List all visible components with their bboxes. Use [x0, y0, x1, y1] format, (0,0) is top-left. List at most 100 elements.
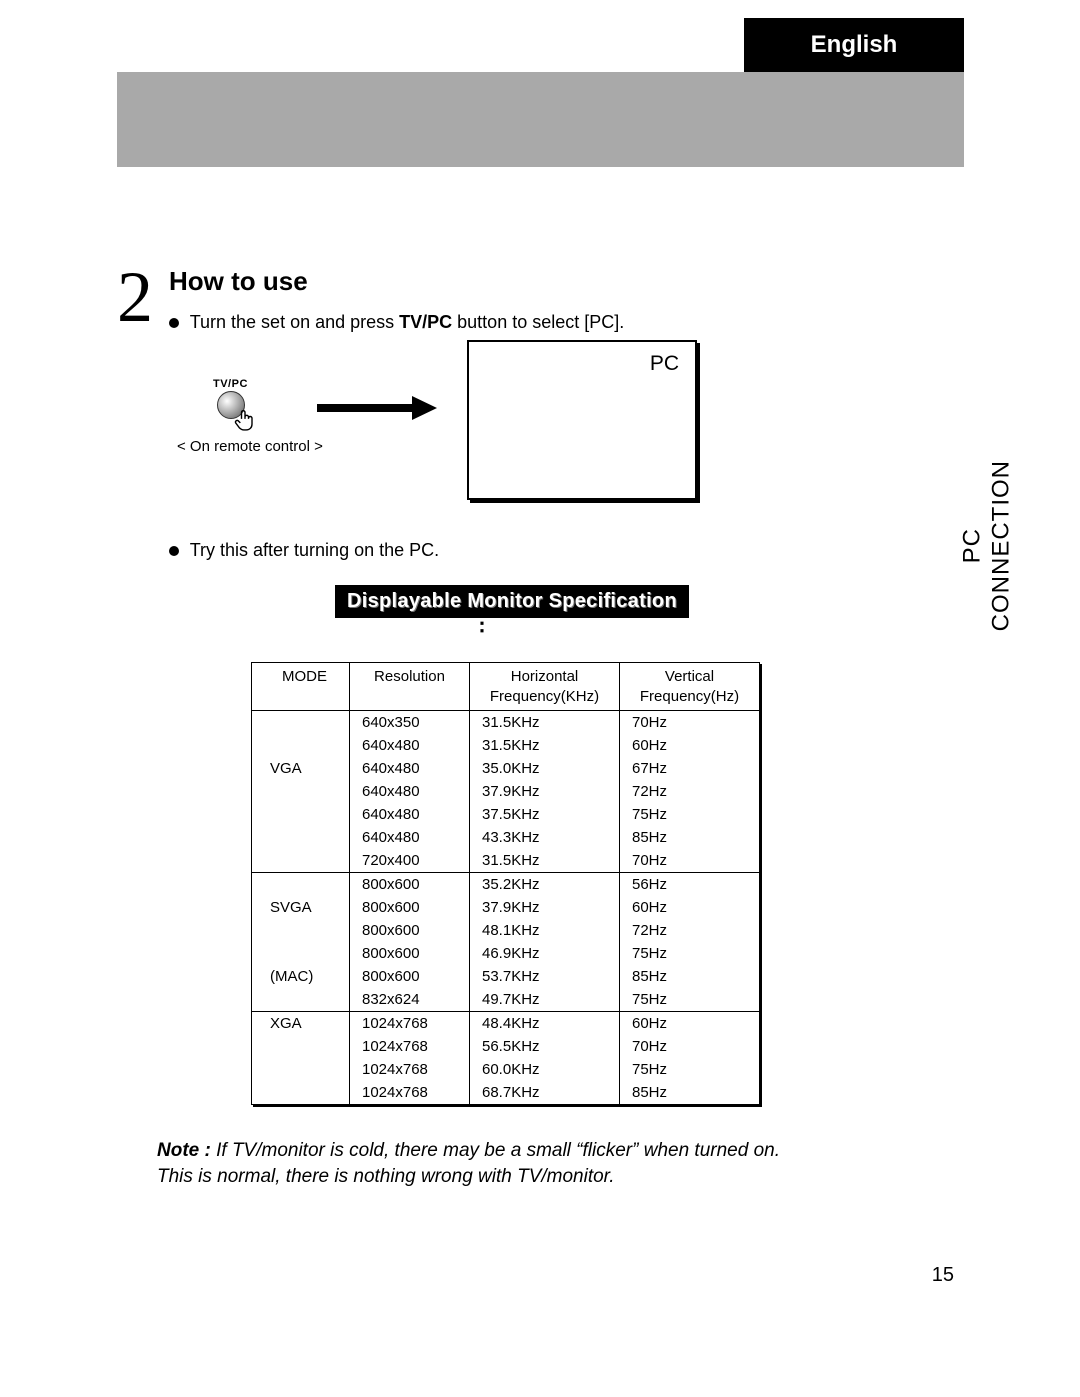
table-header-vfreq: Vertical Frequency(Hz)	[620, 663, 760, 711]
cell-value: 1024x768	[350, 1058, 470, 1081]
table-header-resolution: Resolution	[350, 663, 470, 711]
table-row: XGA1024x76848.4KHz60Hz	[252, 1012, 760, 1036]
monitor-spec-table: MODE Resolution Horizontal Frequency(KHz…	[251, 662, 760, 1105]
cell-value: 67Hz	[620, 757, 760, 780]
header-bar	[117, 72, 964, 167]
cell-value: 800x600	[350, 965, 470, 988]
table-row: (MAC)800x60053.7KHz85Hz	[252, 965, 760, 988]
cell-value: 640x480	[350, 757, 470, 780]
cell-value: 832x624	[350, 988, 470, 1012]
table-row: 1024x76856.5KHz70Hz	[252, 1035, 760, 1058]
table-header-row: MODE Resolution Horizontal Frequency(KHz…	[252, 663, 760, 711]
cell-value: 60Hz	[620, 734, 760, 757]
cell-mode	[252, 942, 350, 965]
bullet2-text: Try this after turning on the PC.	[190, 540, 439, 560]
table-row: 1024x76860.0KHz75Hz	[252, 1058, 760, 1081]
remote-button-label: TV/PC	[213, 378, 248, 390]
cell-value: 72Hz	[620, 780, 760, 803]
cell-mode	[252, 1081, 350, 1105]
cell-value: 70Hz	[620, 711, 760, 735]
section-title: How to use	[169, 266, 308, 297]
cell-value: 48.1KHz	[470, 919, 620, 942]
cell-value: 68.7KHz	[470, 1081, 620, 1105]
table-header-mode: MODE	[252, 663, 350, 711]
cell-value: 720x400	[350, 849, 470, 873]
bullet-icon	[169, 318, 179, 328]
cell-value: 60Hz	[620, 896, 760, 919]
table-row: 640x48043.3KHz85Hz	[252, 826, 760, 849]
cell-value: 1024x768	[350, 1035, 470, 1058]
cell-value: 72Hz	[620, 919, 760, 942]
pc-screen-illustration: PC	[467, 340, 697, 500]
cell-value: 640x480	[350, 826, 470, 849]
cell-value: 31.5KHz	[470, 849, 620, 873]
note-label: Note :	[157, 1140, 211, 1161]
side-label-line2: CONNECTION	[987, 460, 1014, 631]
cell-mode	[252, 711, 350, 735]
cell-value: 85Hz	[620, 1081, 760, 1105]
cell-mode	[252, 780, 350, 803]
cell-value: 60.0KHz	[470, 1058, 620, 1081]
table-row: 800x60046.9KHz75Hz	[252, 942, 760, 965]
hand-press-icon	[231, 406, 259, 439]
page-number: 15	[932, 1264, 954, 1287]
note-text: Note : If TV/monitor is cold, there may …	[157, 1138, 780, 1189]
cell-value: 70Hz	[620, 849, 760, 873]
cell-value: 75Hz	[620, 1058, 760, 1081]
cell-value: 75Hz	[620, 942, 760, 965]
cell-value: 35.0KHz	[470, 757, 620, 780]
bullet1-post: button to select [PC].	[452, 312, 624, 332]
cell-value: 60Hz	[620, 1012, 760, 1036]
cell-value: 1024x768	[350, 1012, 470, 1036]
bullet1-bold: TV/PC	[399, 312, 452, 332]
table-row: 640x35031.5KHz70Hz	[252, 711, 760, 735]
cell-mode	[252, 873, 350, 897]
spec-heading: Displayable Monitor Specification	[335, 585, 689, 618]
cell-mode: (MAC)	[252, 965, 350, 988]
cell-mode: SVGA	[252, 896, 350, 919]
cell-value: 43.3KHz	[470, 826, 620, 849]
cell-value: 85Hz	[620, 965, 760, 988]
cell-value: 56.5KHz	[470, 1035, 620, 1058]
table-row: 720x40031.5KHz70Hz	[252, 849, 760, 873]
cell-mode: XGA	[252, 1012, 350, 1036]
table-row: 640x48037.5KHz75Hz	[252, 803, 760, 826]
cell-value: 31.5KHz	[470, 734, 620, 757]
cell-value: 800x600	[350, 896, 470, 919]
cell-value: 800x600	[350, 873, 470, 897]
side-section-label: PC CONNECTION	[958, 460, 1016, 631]
language-tab: English	[744, 18, 964, 72]
cell-value: 800x600	[350, 942, 470, 965]
cell-value: 70Hz	[620, 1035, 760, 1058]
cell-value: 48.4KHz	[470, 1012, 620, 1036]
cell-value: 49.7KHz	[470, 988, 620, 1012]
cell-value: 53.7KHz	[470, 965, 620, 988]
instruction-diagram: TV/PC < On remote control > PC	[187, 378, 827, 538]
side-label-line1: PC	[958, 528, 985, 563]
instruction-bullet-2: Try this after turning on the PC.	[169, 540, 439, 561]
cell-value: 640x480	[350, 803, 470, 826]
section-number: 2	[117, 256, 153, 339]
cell-value: 37.9KHz	[470, 780, 620, 803]
cell-value: 37.9KHz	[470, 896, 620, 919]
arrow-icon	[317, 396, 437, 425]
table-row: 1024x76868.7KHz85Hz	[252, 1081, 760, 1105]
cell-mode	[252, 1035, 350, 1058]
cell-mode	[252, 1058, 350, 1081]
note-line1: If TV/monitor is cold, there may be a sm…	[211, 1140, 780, 1161]
table-row: 640x48031.5KHz60Hz	[252, 734, 760, 757]
cell-value: 85Hz	[620, 826, 760, 849]
bullet1-pre: Turn the set on and press	[190, 312, 399, 332]
cell-value: 37.5KHz	[470, 803, 620, 826]
cell-mode	[252, 988, 350, 1012]
cell-value: 75Hz	[620, 803, 760, 826]
cell-mode: VGA	[252, 757, 350, 780]
cell-value: 31.5KHz	[470, 711, 620, 735]
cell-value: 640x480	[350, 780, 470, 803]
remote-caption: < On remote control >	[177, 438, 323, 455]
vertical-dots-icon: ⋮	[471, 620, 493, 626]
cell-value: 800x600	[350, 919, 470, 942]
cell-value: 640x480	[350, 734, 470, 757]
cell-value: 46.9KHz	[470, 942, 620, 965]
cell-value: 56Hz	[620, 873, 760, 897]
